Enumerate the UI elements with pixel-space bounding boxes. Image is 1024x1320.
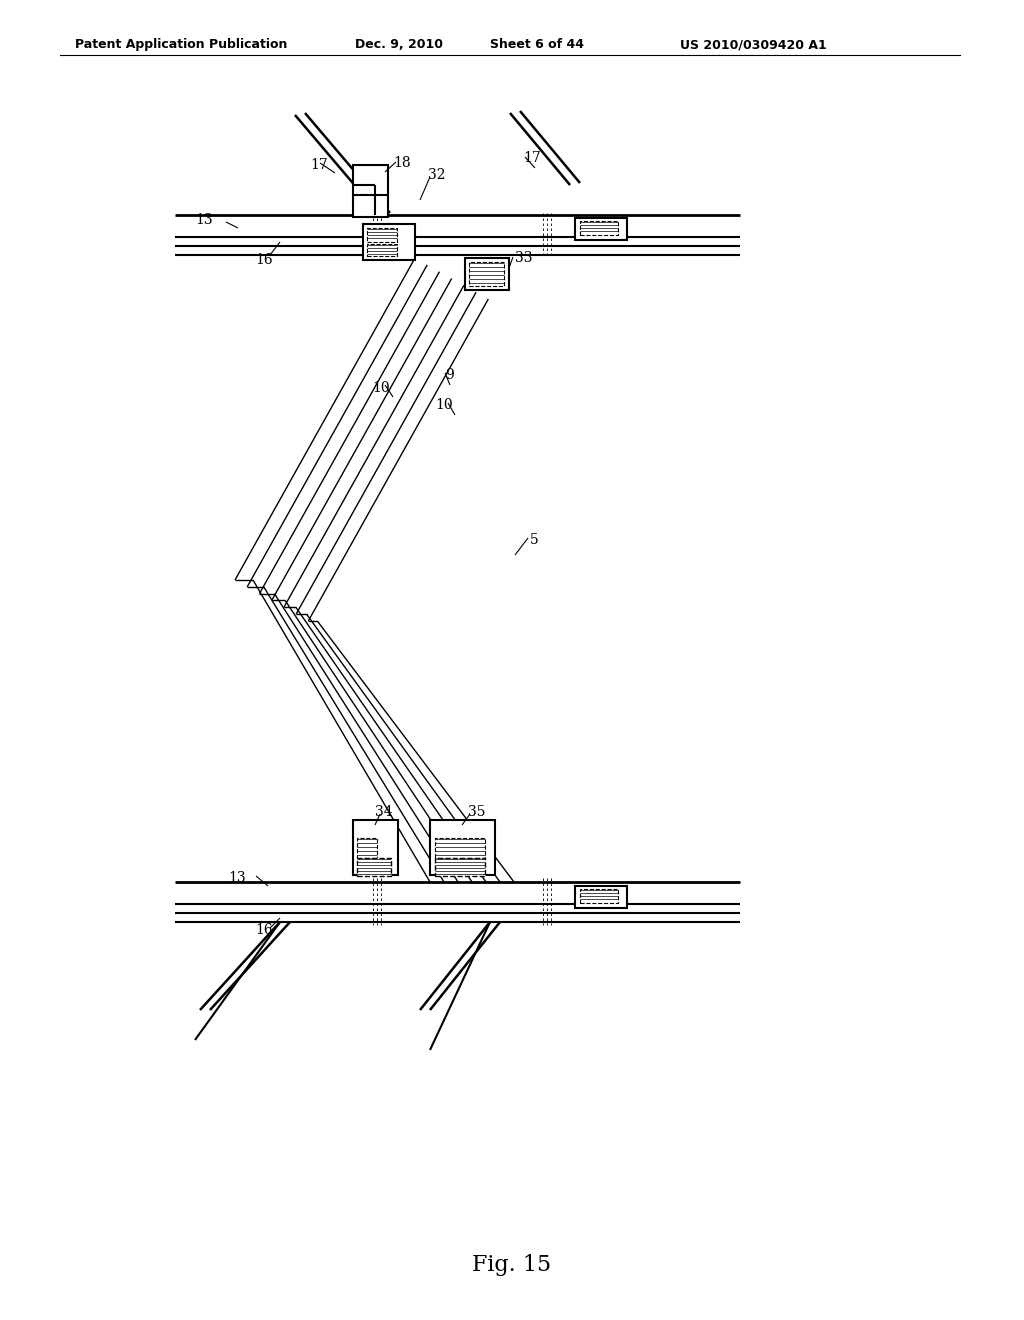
Bar [580, 220, 618, 235]
Text: US 2010/0309420 A1: US 2010/0309420 A1 [680, 38, 826, 51]
Bar [469, 261, 504, 286]
Text: 9: 9 [445, 368, 454, 381]
Text: 13: 13 [195, 213, 213, 227]
Text: 16: 16 [255, 923, 272, 937]
Text: Sheet 6 of 44: Sheet 6 of 44 [490, 38, 584, 51]
Bar [575, 886, 627, 908]
Bar [430, 820, 495, 875]
Bar [465, 257, 509, 290]
Bar [435, 838, 485, 858]
Text: 32: 32 [428, 168, 445, 182]
Text: 34: 34 [375, 805, 392, 818]
Bar [435, 858, 485, 876]
Text: 16: 16 [255, 253, 272, 267]
Text: 33: 33 [515, 251, 532, 265]
Text: Dec. 9, 2010: Dec. 9, 2010 [355, 38, 443, 51]
Text: 17: 17 [523, 150, 541, 165]
Text: 17: 17 [310, 158, 328, 172]
Bar [367, 228, 397, 242]
Text: Patent Application Publication: Patent Application Publication [75, 38, 288, 51]
Bar [353, 820, 398, 875]
Text: 5: 5 [530, 533, 539, 546]
Bar [362, 224, 415, 260]
Bar [357, 858, 391, 876]
Text: 18: 18 [393, 156, 411, 170]
Text: 35: 35 [468, 805, 485, 818]
Bar [367, 244, 397, 256]
Text: 13: 13 [228, 871, 246, 884]
Bar [353, 165, 388, 216]
Text: 10: 10 [435, 399, 453, 412]
Bar [575, 218, 627, 240]
Text: Fig. 15: Fig. 15 [472, 1254, 552, 1276]
Bar [357, 838, 377, 858]
Bar [580, 888, 618, 903]
Text: 10: 10 [372, 381, 389, 395]
